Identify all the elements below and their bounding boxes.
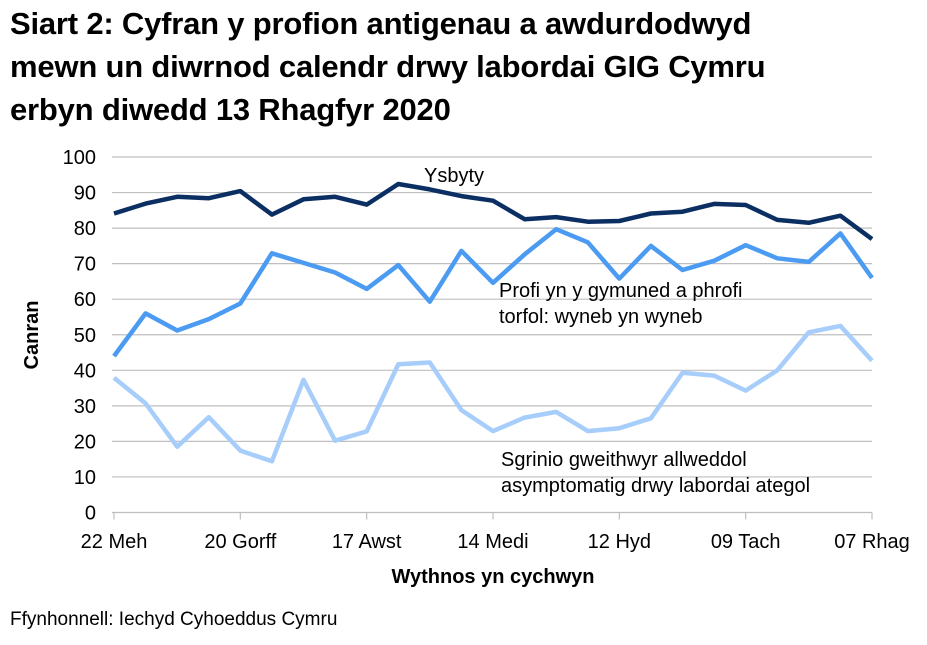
x-axis-tick-labels: 22 Meh 20 Gorff 17 Awst 14 Medi 12 Hyd 09 Tac… (81, 531, 910, 553)
series-label: Profi yn y gymuned a phrofi (499, 280, 742, 302)
y-tick-label: 30 (74, 396, 96, 418)
y-tick-label: 90 (74, 183, 96, 205)
y-tick-label: 0 (85, 503, 96, 525)
x-tick-label: 12 Hyd (588, 531, 651, 553)
chart-title-line-2: mewn un diwrnod calendr drwy labordai GI… (10, 49, 766, 84)
y-tick-label: 10 (74, 467, 96, 489)
series-line (112, 323, 874, 464)
x-axis (112, 511, 873, 520)
y-tick-label: 80 (74, 218, 96, 240)
series-labels: Ysbyty Profi yn y gymuned a phrofi torfol:… (424, 165, 810, 497)
series-line (112, 226, 874, 358)
source-note: Ffynhonnell: Iechyd Cyhoeddus Cymru (10, 609, 338, 630)
x-tick-label: 09 Tach (711, 531, 781, 553)
series-line (113, 181, 874, 241)
chart-title-line-3: erbyn diwedd 13 Rhagfyr 2020 (10, 92, 451, 127)
y-tick-label: 100 (63, 147, 96, 169)
series-label: Ysbyty (424, 165, 484, 187)
x-tick-label: 20 Gorff (204, 531, 276, 553)
chart-title-line-1: Siart 2: Cyfran y profion antigenau a aw… (10, 6, 752, 41)
series-label: Sgrinio gweithwyr allweddol (501, 449, 747, 471)
gridlines (112, 156, 872, 478)
x-tick-label: 22 Meh (81, 531, 148, 553)
y-tick-label: 20 (74, 431, 96, 453)
x-tick-label: 07 Rhag (834, 531, 910, 553)
x-axis-title: Wythnos yn cychwyn (391, 566, 594, 588)
y-tick-label: 50 (74, 325, 96, 347)
y-tick-label: 40 (74, 360, 96, 382)
chart-title: Siart 2: Cyfran y profion antigenau a aw… (10, 2, 920, 131)
y-axis-title: Canran (21, 301, 43, 370)
series-label: asymptomatig drwy labordai ategol (501, 475, 810, 497)
series-lines (112, 181, 874, 464)
y-axis-tick-labels: 0 10 20 30 40 50 60 70 80 90 100 (63, 147, 96, 525)
series-label: torfol: wyneb yn wyneb (499, 306, 702, 328)
x-tick-label: 14 Medi (457, 531, 528, 553)
y-tick-label: 60 (74, 289, 96, 311)
x-tick-label: 17 Awst (332, 531, 402, 553)
y-tick-label: 70 (74, 254, 96, 276)
